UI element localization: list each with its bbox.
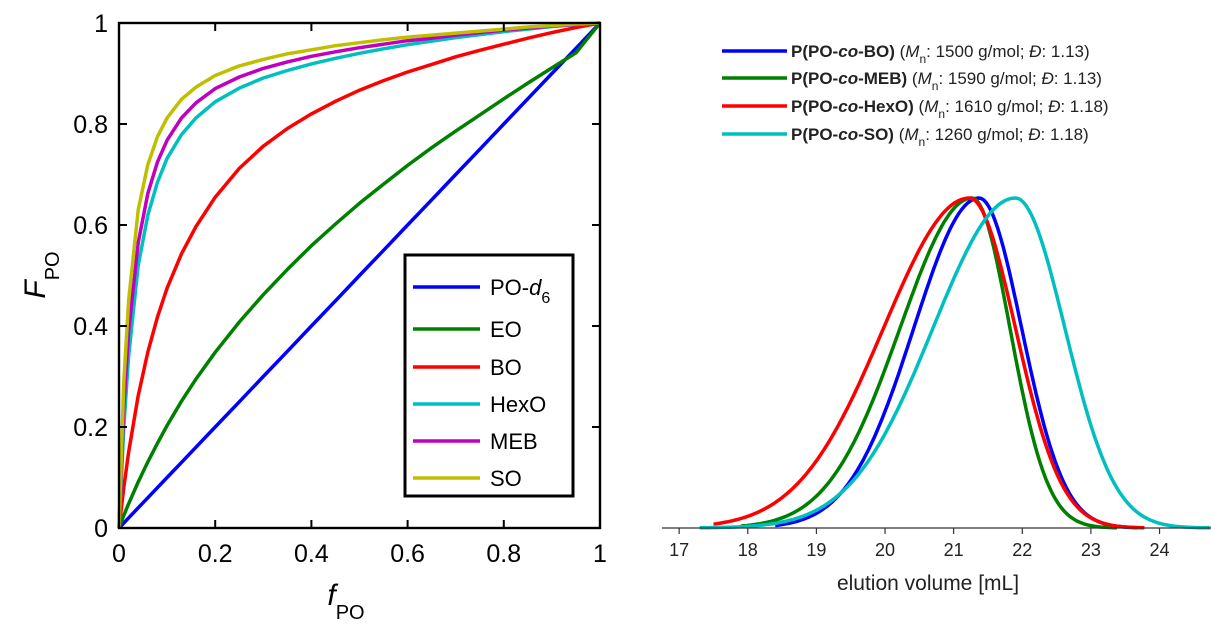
- p1-x-tick-label: 0.4: [294, 540, 329, 568]
- p1-x-tick-label: 0: [112, 540, 126, 568]
- p2-series-p-po-co-so: [699, 196, 1211, 530]
- p1-y-tick-label: 1: [94, 10, 108, 38]
- p1-curves: [117, 21, 602, 530]
- p1-legend-label-so: SO: [490, 466, 522, 491]
- p2-legend: P(PO-co-BO) (Mn: 1500 g/mol; Đ: 1.13) P(P…: [722, 42, 1109, 149]
- p2-x-tick-label: 18: [738, 540, 758, 560]
- p1-legend-label-hexo: HexO: [490, 392, 546, 417]
- p1-legend-box: [403, 253, 575, 498]
- p2-x-tick-label: 19: [806, 540, 826, 560]
- p2-x-tick-label: 20: [875, 540, 895, 560]
- p2-legend-label-p-po-co-bo: P(PO-co-BO) (Mn: 1500 g/mol; Đ: 1.13): [791, 42, 1090, 66]
- p1-series-so: [117, 21, 601, 529]
- p1-x-tick-label: 0.8: [486, 540, 521, 568]
- p1-axes-box: [117, 21, 602, 530]
- p1-x-tick-label: 0.2: [198, 540, 233, 568]
- sec-plot: 17 18 19 20 21 22 23 24 elution volume [mL] P(P…: [662, 42, 1211, 595]
- p2-x-tick-label: 22: [1012, 540, 1032, 560]
- p1-y-tick-label: 0: [94, 515, 108, 543]
- p1-series-eo: [117, 21, 602, 529]
- p1-ticks: 0 0.2 0.4 0.6 0.8 1 0 0.2 0.4 0.6 0.8 1: [73, 10, 607, 568]
- p1-y-axis-label-sub: PO: [42, 251, 64, 280]
- p2-series-p-po-co-hexo: [713, 196, 1145, 530]
- p1-y-tick-label: 0.2: [73, 414, 108, 442]
- p2-series-p-po-co-meb: [740, 196, 1118, 530]
- p1-legend: PO-d6 EO BO HexO MEB SO: [403, 253, 575, 498]
- p1-x-axis-label: fPO: [327, 579, 364, 624]
- p2-x-axis-label: elution volume [mL]: [837, 572, 1019, 595]
- copolymerization-plot: 0 0.2 0.4 0.6 0.8 1 0 0.2 0.4 0.6 0.8 1 fPO FPO PO-…: [19, 10, 607, 624]
- p1-x-tick-label: 1: [593, 540, 607, 568]
- p1-legend-label-eo: EO: [490, 317, 522, 342]
- p1-series-po-d: [117, 21, 602, 530]
- p2-series-p-po-co-bo: [775, 196, 1138, 530]
- p1-series-bo: [117, 21, 601, 529]
- p2-legend-label-p-po-co-hexo: P(PO-co-HexO) (Mn: 1610 g/mol; Đ: 1.18): [791, 97, 1109, 121]
- p1-x-axis-label-sub: PO: [336, 602, 365, 624]
- p2-x-tick-label: 21: [944, 540, 964, 560]
- p1-legend-label-meb: MEB: [490, 429, 538, 454]
- p2-legend-label-p-po-co-meb: P(PO-co-MEB) (Mn: 1590 g/mol; Đ: 1.13): [791, 69, 1102, 93]
- p2-curves: [699, 196, 1211, 530]
- p2-x-tick-label: 17: [669, 540, 689, 560]
- p2-x-tick-label: 24: [1150, 540, 1170, 560]
- p1-x-tick-label: 0.6: [390, 540, 425, 568]
- p1-y-axis-label: FPO: [19, 251, 64, 298]
- p1-y-tick-label: 0.6: [73, 212, 108, 240]
- p1-legend-label-po-d: PO-d6: [490, 275, 550, 307]
- p2-x-tick-label: 23: [1081, 540, 1101, 560]
- p1-y-tick-label: 0.4: [73, 313, 108, 341]
- p1-legend-label-bo: BO: [490, 355, 522, 380]
- p2-ticks: 17 18 19 20 21 22 23 24: [669, 528, 1170, 560]
- p2-legend-label-p-po-co-so: P(PO-co-SO) (Mn: 1260 g/mol; Đ: 1.18): [791, 125, 1089, 149]
- svg-text:FPO: FPO: [19, 251, 64, 298]
- p1-y-tick-label: 0.8: [73, 111, 108, 139]
